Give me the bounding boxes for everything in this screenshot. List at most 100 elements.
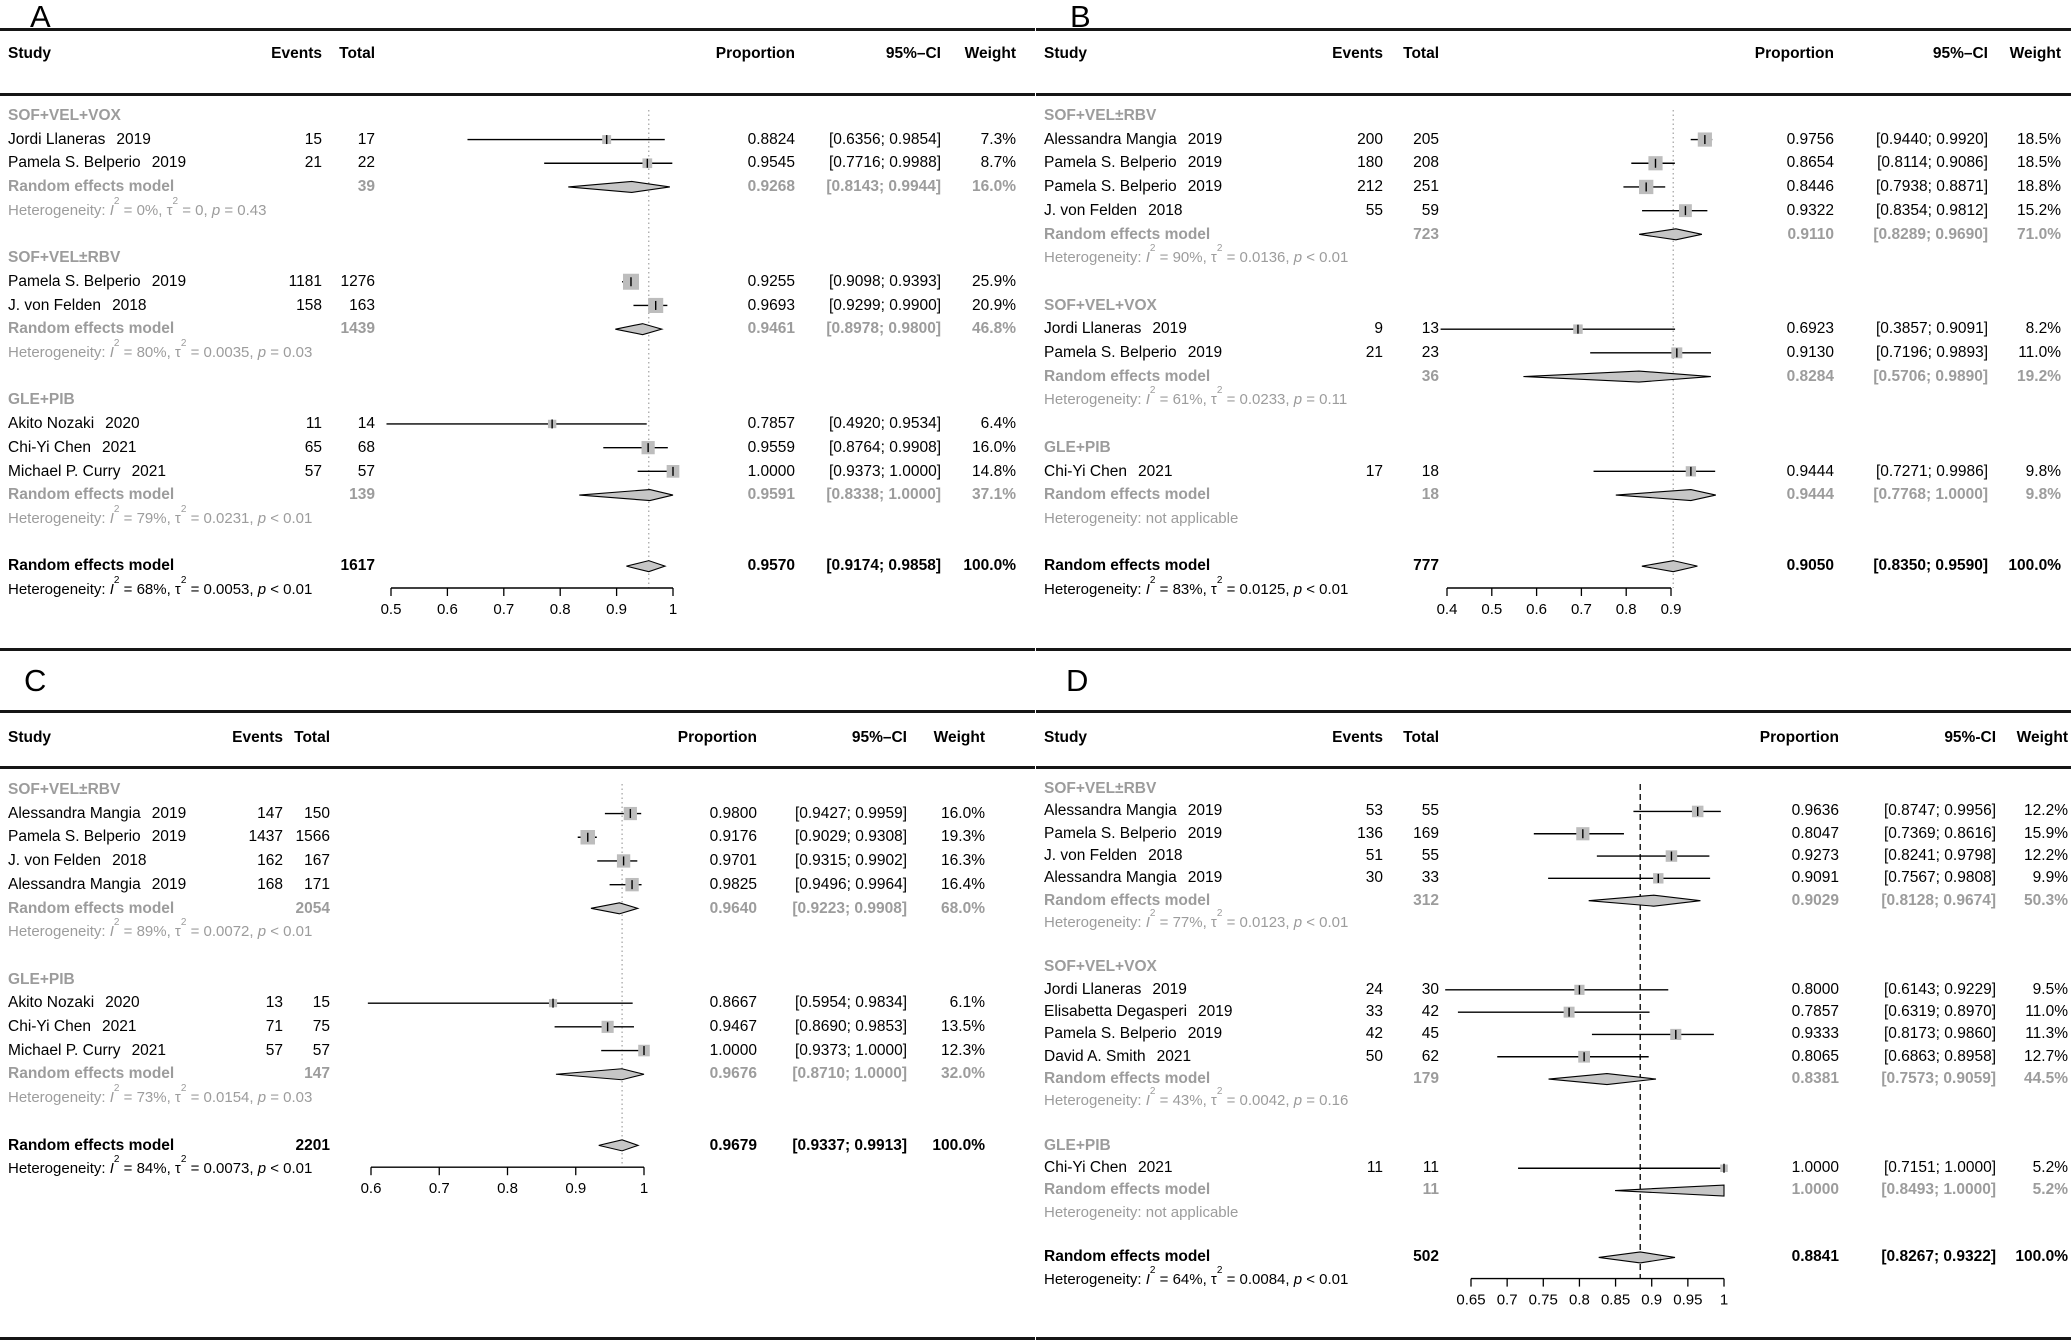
col-header-events: Events [1332,45,1383,62]
study-name: J. von Felden [8,296,102,314]
heterogeneity-row: Heterogeneity: I2 = 77%, τ2 = 0.0123, p … [1036,908,2071,934]
weight-cell: 13.5% [941,1018,985,1035]
weight-cell: 11.3% [2025,1025,2068,1043]
heterogeneity-text: Heterogeneity: I2 = 61%, τ2 = 0.0233, p … [1044,385,1348,409]
study-label: Chi-Yi Chen 2021 [8,1015,136,1039]
events-cell: 158 [296,296,322,314]
model-label: Random effects model [1044,367,1211,385]
heterogeneity-text: Heterogeneity: I2 = 79%, τ2 = 0.0231, p … [8,503,313,527]
events-cell: 71 [265,1018,283,1035]
weight-cell: 20.9% [972,296,1016,314]
ci-cell: [0.9337; 0.9913] [792,1136,907,1154]
proportion-cell: 0.9800 [709,804,757,822]
ci-cell: [0.6863; 0.8958] [1883,1047,1996,1065]
ci-cell: [0.7716; 0.9988] [828,154,941,172]
group-row: GLE+PIB [1036,1135,2071,1157]
study-name: Alessandra Mangia [1044,869,1177,887]
heterogeneity-row: Heterogeneity: I2 = 61%, τ2 = 0.0233, p … [1036,385,2071,412]
events-cell: 200 [1357,130,1383,148]
model-label: Random effects model [1044,891,1211,909]
events-cell: 53 [1365,802,1383,820]
proportion-cell: 0.9825 [709,875,757,893]
events-cell: 1181 [288,272,322,290]
study-name: Pamela S. Belperio [8,828,141,846]
weight-cell: 6.4% [980,415,1016,433]
study-label: J. von Felden 2018 [8,294,147,318]
ci-cell: [0.8493; 1.0000] [1881,1181,1996,1199]
heterogeneity-row: Heterogeneity: I2 = 90%, τ2 = 0.0136, p … [1036,243,2071,270]
col-header-total: Total [294,729,330,746]
study-row: Alessandra Mangia 2019 147 150 0.9800 [0.9427… [0,802,1035,826]
study-label: Pamela S. Belperio 2019 [1044,1023,1222,1045]
study-row: Akito Nozaki 2020 11 14 0.7857 [0.4920; 0.953… [0,412,1035,436]
study-row: Michael P. Curry 2021 57 57 1.0000 [0.9373; 1… [0,460,1035,484]
pooled-row: Random effects model 147 0.9676 [0.8710; 1.… [0,1062,1035,1086]
group-label: SOF+VEL±RBV [1044,107,1157,124]
panel-letter: A [30,0,51,34]
axis-tick-label: 0.8 [1616,601,1637,618]
weight-cell: 14.8% [972,462,1016,480]
col-header-events: Events [1332,729,1383,746]
study-label: Jordi Llaneras 2019 [8,128,151,152]
study-row: Chi-Yi Chen 2021 17 18 0.9444 [0.7271; 0.9986… [1036,460,2071,484]
axis-tick-label: 0.6 [437,601,458,618]
overall-heterogeneity-row: Heterogeneity: I2 = 68%, τ2 = 0.0053, p … [0,576,1035,602]
proportion-cell: 0.9050 [1786,557,1834,575]
weight-cell: 7.3% [980,130,1016,148]
col-header-study: Study [1044,45,1088,62]
proportion-cell: 0.9110 [1787,225,1834,243]
axis-tick-label: 0.7 [429,1180,450,1197]
panel-D: D Study Events Total Proportion 95%-CI Weight 0… [1036,660,2071,1344]
proportion-cell: 0.8824 [747,130,795,148]
study-name: David A. Smith [1044,1047,1146,1065]
group-label: SOF+VEL±RBV [8,249,121,267]
study-row: Pamela S. Belperio 2019 1437 1566 0.9176 [0.9… [0,825,1035,849]
study-row: Elisabetta Degasperi 2019 33 42 0.7857 [0.631… [1036,1001,2071,1023]
ci-cell: [0.9315; 0.9902] [794,852,907,870]
study-row: Alessandra Mangia 2019 168 171 0.9825 [0.9496… [0,873,1035,897]
events-cell: 9 [1374,320,1383,338]
events-cell: 212 [1357,178,1383,196]
proportion-cell: 0.6923 [1786,320,1834,338]
total-cell: 1566 [295,828,330,846]
study-name: Alessandra Mangia [1044,130,1177,148]
study-name: Pamela S. Belperio [1044,344,1177,361]
ci-cell: [0.9373; 1.0000] [828,462,941,480]
proportion-cell: 0.8047 [1791,824,1839,842]
ci-cell: [0.7369; 0.8616] [1883,824,1996,842]
study-year: 2019 [151,828,187,846]
heterogeneity-text: Heterogeneity: I2 = 90%, τ2 = 0.0136, p … [1044,243,1349,267]
events-cell: 17 [1365,462,1383,480]
total-cell: 251 [1413,178,1439,196]
col-header-weight: Weight [2009,45,2061,62]
ci-cell: [0.6356; 0.9854] [828,130,941,148]
proportion-cell: 0.9444 [1786,462,1834,480]
axis-tick-label: 0.9 [1661,601,1682,618]
total-cell: 167 [304,852,330,870]
weight-cell: 16.0% [941,804,985,822]
proportion-cell: 0.7857 [747,415,795,433]
study-label: Pamela S. Belperio 2019 [1044,823,1222,845]
model-label: Random effects model [8,1136,175,1154]
study-year: 2019 [1187,824,1223,842]
weight-cell: 37.1% [972,486,1016,504]
axis-tick-label: 0.4 [1437,601,1458,618]
axis-tick-label: 0.9 [1641,1292,1662,1309]
ci-cell: [0.9098; 0.9393] [828,272,941,290]
total-cell: 502 [1413,1248,1439,1266]
ci-cell: [0.5954; 0.9834] [794,994,907,1012]
ci-cell: [0.8173; 0.9860] [1883,1025,1996,1043]
study-year: 2018 [1148,846,1183,864]
weight-cell: 32.0% [941,1065,985,1083]
study-name: Chi-Yi Chen [8,438,91,456]
proportion-cell: 0.9676 [709,1065,757,1083]
weight-cell: 11.0% [2025,1003,2068,1020]
ci-cell: [0.8747; 0.9956] [1883,802,1996,820]
col-header-study: Study [1044,729,1088,746]
ci-cell: [0.6143; 0.9229] [1883,980,1996,998]
study-year: 2021 [1138,1159,1173,1177]
heterogeneity-row: Heterogeneity: I2 = 73%, τ2 = 0.0154, p … [0,1084,1035,1110]
study-year: 2021 [1138,462,1173,480]
proportion-cell: 0.8841 [1791,1248,1839,1266]
study-name: Pamela S. Belperio [1044,824,1177,842]
